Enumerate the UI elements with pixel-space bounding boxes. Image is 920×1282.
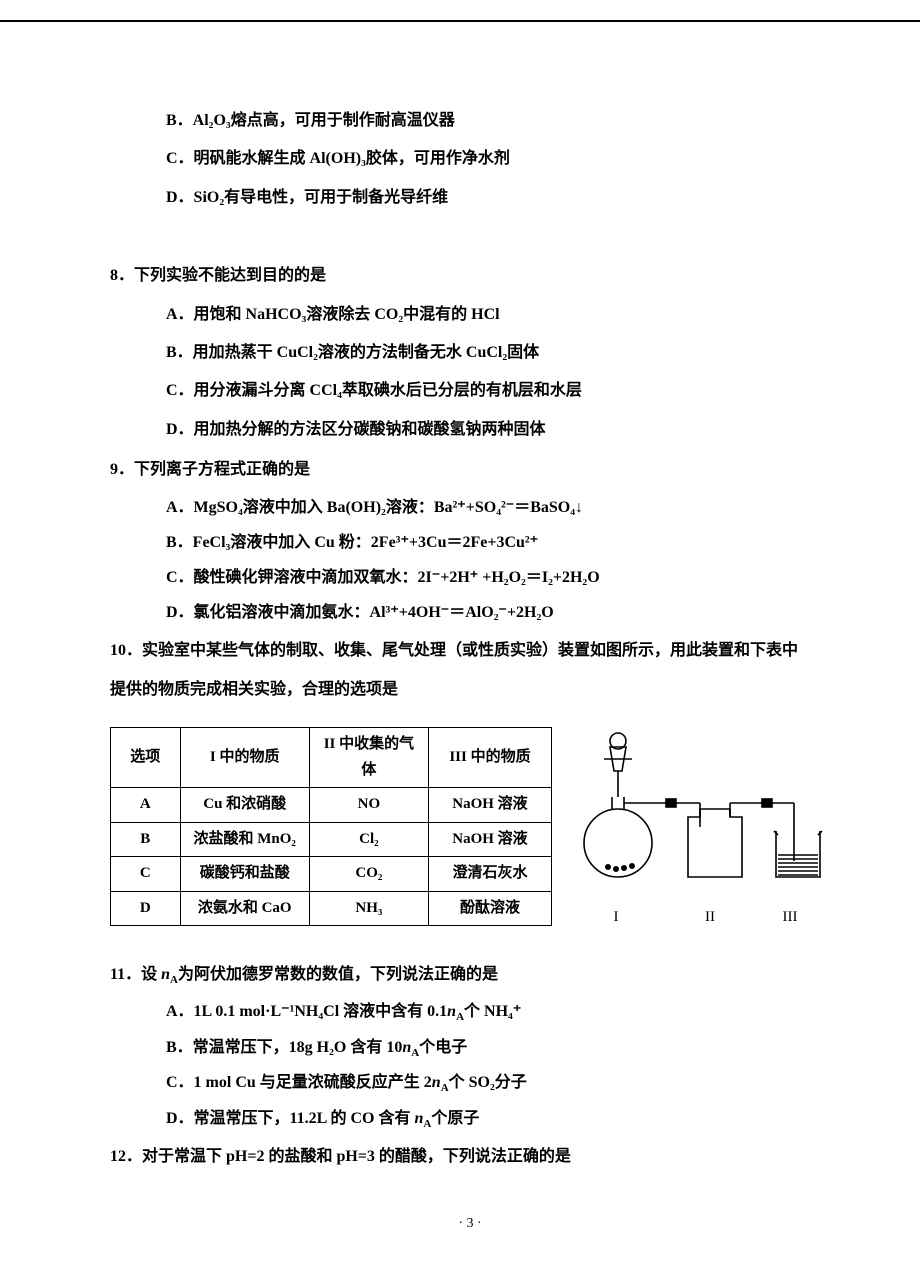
q11-a-sub: A <box>456 1012 464 1024</box>
q11-option-d: D．常温常压下，11.2L 的 CO 含有 nA个原子 <box>110 1101 830 1136</box>
label-ii: II <box>682 909 738 926</box>
cell: A <box>111 788 181 823</box>
table-row: C 碳酸钙和盐酸 CO₂ 澄清石灰水 <box>111 857 552 892</box>
th-col3: III 中的物质 <box>428 728 551 788</box>
q11-stem-prefix: 11．设 <box>110 966 161 983</box>
q11-option-b: B．常温常压下，18g H₂O 含有 10nA个电子 <box>110 1030 830 1065</box>
q11-option-a: A．1L 0.1 mol·L⁻¹NH₄Cl 溶液中含有 0.1nA个 NH₄⁺ <box>110 994 830 1029</box>
q9-stem: 9．下列离子方程式正确的是 <box>110 451 830 489</box>
q11-b-var: n <box>402 1039 411 1056</box>
q8-option-c: C．用分液漏斗分离 CCl₄萃取碘水后已分层的有机层和水层 <box>110 372 830 410</box>
q11-b-pre: B．常温常压下，18g H₂O 含有 10 <box>166 1039 402 1056</box>
label-i: I <box>592 909 640 926</box>
cell: 澄清石灰水 <box>428 857 551 892</box>
q9-option-a: A．MgSO₄溶液中加入 Ba(OH)₂溶液：Ba²⁺+SO₄²⁻＝BaSO₄↓ <box>110 490 830 525</box>
q11-b-post: 个电子 <box>419 1039 467 1056</box>
q10-content-row: 选项 I 中的物质 II 中收集的气体 III 中的物质 A Cu 和浓硝酸 N… <box>110 727 830 926</box>
q9-option-c: C．酸性碘化钾溶液中滴加双氧水：2I⁻+2H⁺ +H₂O₂＝I₂+2H₂O <box>110 560 830 595</box>
q8-option-a: A．用饱和 NaHCO₃溶液除去 CO₂中混有的 HCl <box>110 296 830 334</box>
apparatus-diagram: I II III <box>570 727 830 926</box>
q9-option-d: D．氯化铝溶液中滴加氨水：Al³⁺+4OH⁻＝AlO₂⁻+2H₂O <box>110 595 830 630</box>
q11-a-pre: A．1L 0.1 mol·L⁻¹NH₄Cl 溶液中含有 0.1 <box>166 1003 447 1020</box>
cell: NaOH 溶液 <box>428 788 551 823</box>
q11-c-var: n <box>432 1074 441 1091</box>
q11-option-c: C．1 mol Cu 与足量浓硫酸反应产生 2nA个 SO₂分子 <box>110 1065 830 1100</box>
page-number: · 3 · <box>110 1216 830 1232</box>
cell: C <box>111 857 181 892</box>
q7-option-b: B．Al₂O₃熔点高，可用于制作耐高温仪器 <box>110 102 830 140</box>
cell: 酚酞溶液 <box>428 891 551 926</box>
q12-stem: 12．对于常温下 pH=2 的盐酸和 pH=3 的醋酸，下列说法正确的是 <box>110 1138 830 1176</box>
apparatus-svg <box>570 727 830 902</box>
q8-option-b: B．用加热蒸干 CuCl₂溶液的方法制备无水 CuCl₂固体 <box>110 334 830 372</box>
q11-d-pre: D．常温常压下，11.2L 的 CO 含有 <box>166 1110 414 1127</box>
q10-stem-line1: 10．实验室中某些气体的制取、收集、尾气处理（或性质实验）装置如图所示，用此装置… <box>110 632 830 670</box>
cell: 碳酸钙和盐酸 <box>180 857 309 892</box>
cell: 浓盐酸和 MnO₂ <box>180 822 309 857</box>
th-col1: I 中的物质 <box>180 728 309 788</box>
q11-a-post: 个 NH₄⁺ <box>464 1003 521 1020</box>
cell: D <box>111 891 181 926</box>
cell: Cu 和浓硝酸 <box>180 788 309 823</box>
table-row: D 浓氨水和 CaO NH₃ 酚酞溶液 <box>111 891 552 926</box>
table-row: B 浓盐酸和 MnO₂ Cl₂ NaOH 溶液 <box>111 822 552 857</box>
q11-d-post: 个原子 <box>431 1110 479 1127</box>
cell: Cl₂ <box>309 822 428 857</box>
cell: NO <box>309 788 428 823</box>
q10-stem-line2: 提供的物质完成相关实验，合理的选项是 <box>110 671 830 709</box>
cell: NaOH 溶液 <box>428 822 551 857</box>
apparatus-labels: I II III <box>570 909 830 926</box>
table-row: A Cu 和浓硝酸 NO NaOH 溶液 <box>111 788 552 823</box>
q11-stem-suffix: 为阿伏加德罗常数的数值，下列说法正确的是 <box>178 966 498 983</box>
q11-c-pre: C．1 mol Cu 与足量浓硫酸反应产生 2 <box>166 1074 432 1091</box>
cell: NH₃ <box>309 891 428 926</box>
q10-options-table: 选项 I 中的物质 II 中收集的气体 III 中的物质 A Cu 和浓硝酸 N… <box>110 727 552 926</box>
th-col2: II 中收集的气体 <box>309 728 428 788</box>
q11-c-sub: A <box>441 1082 449 1094</box>
q8-option-d: D．用加热分解的方法区分碳酸钠和碳酸氢钠两种固体 <box>110 411 830 449</box>
cell: B <box>111 822 181 857</box>
th-option: 选项 <box>111 728 181 788</box>
q11-var: n <box>161 966 170 983</box>
cell: 浓氨水和 CaO <box>180 891 309 926</box>
q7-option-d: D．SiO₂有导电性，可用于制备光导纤维 <box>110 179 830 217</box>
q7-option-c: C．明矾能水解生成 Al(OH)₃胶体，可用作净水剂 <box>110 140 830 178</box>
q11-stem: 11．设 nA为阿伏加德罗常数的数值，下列说法正确的是 <box>110 956 830 994</box>
q11-var-sub: A <box>170 974 178 986</box>
q11-c-post: 个 SO₂分子 <box>449 1074 527 1091</box>
label-iii: III <box>766 909 814 926</box>
q8-stem: 8．下列实验不能达到目的的是 <box>110 257 830 295</box>
q9-option-b: B．FeCl₃溶液中加入 Cu 粉：2Fe³⁺+3Cu＝2Fe+3Cu²⁺ <box>110 525 830 560</box>
table-header-row: 选项 I 中的物质 II 中收集的气体 III 中的物质 <box>111 728 552 788</box>
q11-a-var: n <box>447 1003 456 1020</box>
page-container: B．Al₂O₃熔点高，可用于制作耐高温仪器 C．明矾能水解生成 Al(OH)₃胶… <box>0 20 920 1282</box>
cell: CO₂ <box>309 857 428 892</box>
